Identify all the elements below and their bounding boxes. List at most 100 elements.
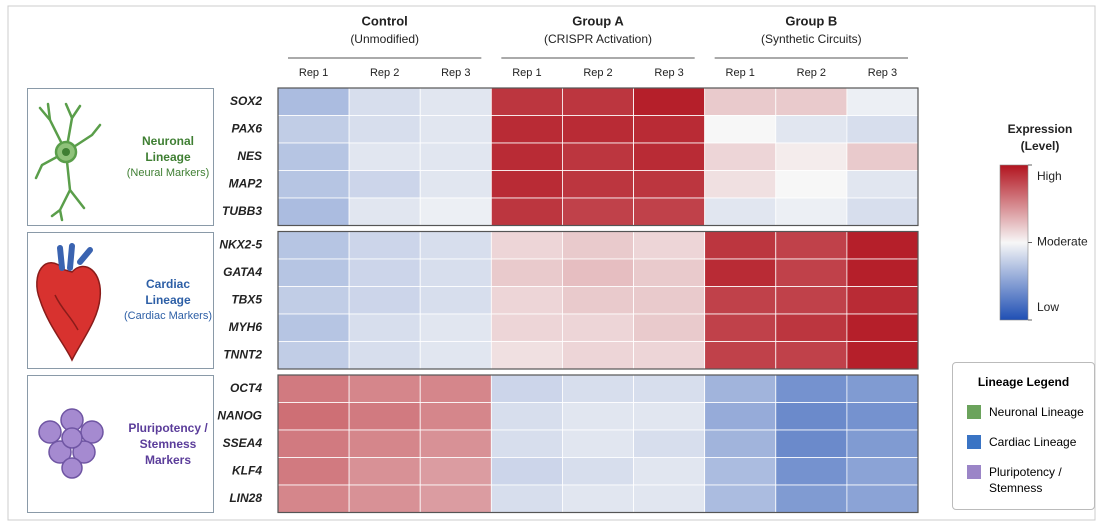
row-label: TUBB3 (222, 204, 262, 218)
heatmap-cell (634, 287, 705, 315)
heatmap-cell (847, 342, 918, 370)
column-label: Rep 1 (726, 67, 755, 79)
heatmap-cell (705, 375, 776, 403)
lineage-panel-text: Pluripotency / Stemness Markers (124, 376, 212, 512)
heatmap-cell (349, 88, 420, 116)
heatmap-cell (705, 232, 776, 260)
heatmap-cell (562, 143, 633, 171)
lineage-name: Neuronal Lineage (124, 133, 212, 165)
heatmap-cell (847, 232, 918, 260)
heatmap-cell (349, 485, 420, 513)
legend-label: Neuronal Lineage (989, 404, 1089, 420)
heatmap-cell (278, 198, 349, 226)
heatmap-cell (491, 232, 562, 260)
heatmap-cell (776, 403, 847, 431)
heatmap-cell (420, 430, 491, 458)
heatmap-cell (349, 198, 420, 226)
heatmap-cell (349, 287, 420, 315)
lineage-name: Cardiac Lineage (124, 276, 212, 308)
heatmap-cell (847, 198, 918, 226)
heatmap-cell (278, 259, 349, 287)
heatmap-cell (278, 88, 349, 116)
row-label: LIN28 (229, 491, 262, 505)
heatmap-cell (847, 116, 918, 144)
heatmap-cell (634, 232, 705, 260)
heatmap-cell (847, 458, 918, 486)
row-label: GATA4 (223, 265, 262, 279)
lineage-panel-text: Neuronal Lineage(Neural Markers) (124, 89, 212, 225)
colorbar-tick-label: Moderate (1037, 235, 1088, 249)
column-label: Rep 2 (370, 67, 399, 79)
heatmap-cell (705, 485, 776, 513)
heatmap-cell (420, 259, 491, 287)
heatmap-cell (705, 314, 776, 342)
heatmap-cell (847, 314, 918, 342)
legend-label: Cardiac Lineage (989, 434, 1089, 450)
heatmap-cell (491, 314, 562, 342)
heatmap-cell (491, 485, 562, 513)
legend-swatch (967, 435, 981, 449)
heatmap-cell (705, 198, 776, 226)
heatmap-cell (491, 430, 562, 458)
heatmap-cell (634, 116, 705, 144)
heatmap-cell (562, 232, 633, 260)
lineage-subtitle: (Cardiac Markers) (124, 308, 212, 324)
lineage-legend: Lineage Legend Neuronal Lineage Cardiac Li… (952, 362, 1095, 510)
colorbar-tick-label: High (1037, 169, 1062, 183)
heatmap-cell (776, 116, 847, 144)
row-label: OCT4 (230, 381, 262, 395)
heatmap-cell (634, 143, 705, 171)
heatmap-cell (349, 403, 420, 431)
heatmap-cell (420, 314, 491, 342)
row-label: MAP2 (229, 176, 263, 190)
heatmap-cell (705, 287, 776, 315)
heatmap-cell (847, 430, 918, 458)
heatmap-cell (349, 232, 420, 260)
heatmap-cell (705, 259, 776, 287)
heatmap-cell (705, 116, 776, 144)
heatmap-cell (705, 403, 776, 431)
heatmap-cell (776, 458, 847, 486)
heatmap-cell (634, 430, 705, 458)
heatmap-cell (491, 375, 562, 403)
column-group-title: Group A (572, 13, 624, 28)
heatmap-cell (491, 143, 562, 171)
lineage-name: Pluripotency / Stemness Markers (124, 420, 212, 468)
legend-label: Pluripotency / Stemness (989, 464, 1089, 496)
colorbar-subtitle: (Level) (1021, 139, 1060, 153)
legend-swatch (967, 465, 981, 479)
column-label: Rep 3 (441, 67, 470, 79)
heatmap-cell (349, 259, 420, 287)
row-label: NKX2-5 (219, 237, 262, 251)
heatmap-cell (562, 314, 633, 342)
heatmap-cell (278, 430, 349, 458)
heatmap-cell (562, 458, 633, 486)
heatmap-cell (491, 171, 562, 199)
column-label: Rep 2 (583, 67, 612, 79)
row-label: NANOG (217, 408, 262, 422)
heatmap-cell (705, 143, 776, 171)
column-group-title: Control (362, 13, 408, 28)
heatmap-cell (420, 88, 491, 116)
heatmap-cell (705, 458, 776, 486)
heatmap-cell (349, 143, 420, 171)
row-label: NES (237, 149, 262, 163)
heatmap-cell (634, 259, 705, 287)
heatmap-cell (776, 143, 847, 171)
heatmap-cell (847, 88, 918, 116)
heatmap-cell (278, 458, 349, 486)
legend-swatch (967, 405, 981, 419)
heatmap-cell (491, 259, 562, 287)
heatmap-cell (847, 485, 918, 513)
heatmap-cell (420, 485, 491, 513)
row-label: KLF4 (232, 463, 262, 477)
legend-title: Lineage Legend (953, 375, 1094, 389)
column-label: Rep 1 (512, 67, 541, 79)
heatmap-cell (562, 88, 633, 116)
heatmap-cell (562, 287, 633, 315)
heatmap-cell (776, 287, 847, 315)
heatmap-cell (634, 171, 705, 199)
heatmap-cell (491, 88, 562, 116)
heatmap-cell (562, 403, 633, 431)
heatmap-cell (776, 342, 847, 370)
